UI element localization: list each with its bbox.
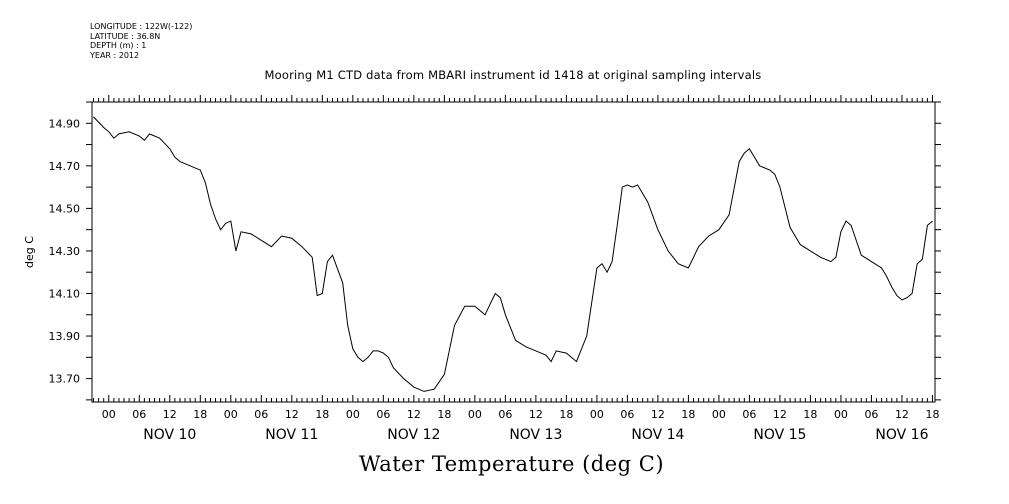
- x-tick-label: 06: [620, 408, 634, 421]
- x-tick-label: 00: [834, 408, 848, 421]
- x-tick-label: 18: [315, 408, 329, 421]
- x-tick-label: 00: [224, 408, 238, 421]
- x-tick-label: 06: [498, 408, 512, 421]
- x-axis-label: Water Temperature (deg C): [359, 452, 664, 476]
- x-tick-label: 00: [102, 408, 116, 421]
- day-label: NOV 16: [875, 427, 928, 443]
- line-chart: 13.70 13.90 14.10 14.30 14.50 14.70 14.90 00 06…: [0, 0, 1009, 504]
- axis-ticks: [86, 95, 941, 402]
- x-tick-label: 00: [346, 408, 360, 421]
- x-tick-label: 12: [285, 408, 299, 421]
- x-tick-label: 12: [773, 408, 787, 421]
- day-labels: NOV 10 NOV 11 NOV 12 NOV 13 NOV 14 NOV 15 NOV …: [143, 427, 928, 443]
- y-tick-label: 14.10: [49, 287, 81, 300]
- y-tick-label: 14.70: [49, 160, 81, 173]
- x-tick-label: 18: [681, 408, 695, 421]
- series-line-water-temperature: [94, 117, 933, 392]
- day-label: NOV 15: [753, 427, 806, 443]
- day-label: NOV 12: [387, 427, 440, 443]
- day-label: NOV 13: [509, 427, 562, 443]
- x-tick-label: 00: [590, 408, 604, 421]
- x-tick-label: 18: [437, 408, 451, 421]
- plot-frame: [92, 102, 935, 402]
- x-tick-label: 18: [559, 408, 573, 421]
- x-tick-label: 06: [864, 408, 878, 421]
- x-tick-label: 12: [163, 408, 177, 421]
- y-tick-label: 13.90: [49, 330, 81, 343]
- x-tick-label: 12: [529, 408, 543, 421]
- x-tick-label: 12: [651, 408, 665, 421]
- x-tick-label: 12: [407, 408, 421, 421]
- x-axis-label-wrap: Water Temperature (deg C): [0, 452, 1009, 476]
- x-tick-label: 18: [193, 408, 207, 421]
- x-tick-label: 00: [468, 408, 482, 421]
- day-label: NOV 11: [265, 427, 318, 443]
- y-tick-label: 14.50: [49, 202, 81, 215]
- x-tick-label: 18: [925, 408, 939, 421]
- y-tick-labels: 13.70 13.90 14.10 14.30 14.50 14.70 14.90: [49, 117, 81, 385]
- x-tick-labels: 00 06 12 18 00 06 12 18 00 06 12 18 00 06 12 18 00 06 12 18…: [102, 408, 940, 421]
- y-axis-label: deg C: [23, 236, 36, 268]
- day-label: NOV 10: [143, 427, 196, 443]
- y-tick-label: 14.90: [49, 117, 81, 130]
- day-label: NOV 14: [631, 427, 684, 443]
- x-tick-label: 18: [803, 408, 817, 421]
- x-tick-label: 06: [742, 408, 756, 421]
- x-tick-label: 06: [376, 408, 390, 421]
- x-tick-label: 12: [895, 408, 909, 421]
- y-tick-label: 14.30: [49, 245, 81, 258]
- y-tick-label: 13.70: [49, 373, 81, 386]
- x-tick-label: 00: [712, 408, 726, 421]
- x-tick-label: 06: [132, 408, 146, 421]
- x-tick-label: 06: [254, 408, 268, 421]
